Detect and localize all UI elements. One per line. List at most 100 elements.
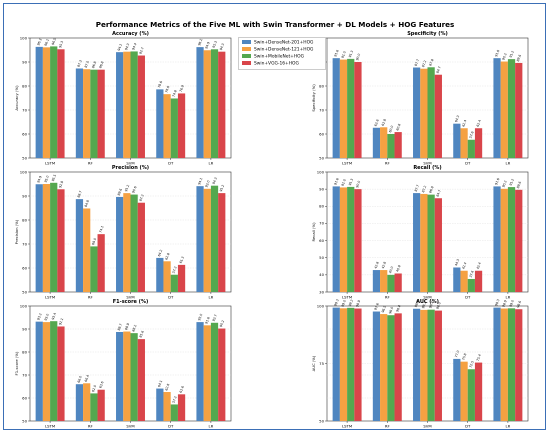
chart2-bar xyxy=(354,62,362,158)
chart6-ytick-label: 50 xyxy=(319,418,324,423)
chart6-bar xyxy=(387,315,395,421)
legend-swatch-3 xyxy=(242,54,251,58)
chart1-data-label: 87.0 xyxy=(84,60,90,68)
chart2-bar xyxy=(413,67,421,158)
chart1-bar xyxy=(116,52,124,158)
chart2-bar xyxy=(453,123,461,158)
chart5-xtick-label: RF xyxy=(88,424,93,429)
chart2-bar xyxy=(339,59,348,158)
chart4-data-label: 44.3 xyxy=(454,259,460,267)
chart6-xtick-label: DT xyxy=(465,424,471,429)
chart5-data-label: 88.2 xyxy=(131,324,137,332)
chart6-data-label: 99.3 xyxy=(333,299,339,307)
chart2-xtick-label: DT xyxy=(465,161,471,166)
chart1-data-label: 94.3 xyxy=(219,43,225,51)
chart6-title: AUC (%) xyxy=(416,299,439,305)
chart5-bar xyxy=(130,333,138,421)
chart2-ytick-label: 50 xyxy=(319,155,324,160)
chart4-xtick-label: LSTM xyxy=(342,295,352,300)
chart6-bar xyxy=(493,307,501,421)
chart4-bar xyxy=(413,193,421,292)
chart3-bar xyxy=(50,182,58,292)
chart6-ytick-label: 75 xyxy=(319,361,324,366)
chart5-data-label: 91.1 xyxy=(58,318,64,326)
legend-item-3: Swin+MobileNet+HOG xyxy=(242,54,304,60)
chart4-bar xyxy=(474,270,483,292)
chart1-data-label: 95.3 xyxy=(58,40,64,48)
chart5-bar xyxy=(42,322,51,421)
chart6-xtick-label: LSTM xyxy=(342,424,352,429)
chart6-data-label: 96.5 xyxy=(381,305,387,313)
chart5-data-label: 92.7 xyxy=(212,314,218,322)
chart3-xtick-label: LR xyxy=(209,295,214,300)
chart4-bar xyxy=(394,273,402,292)
chart3-bar xyxy=(42,184,51,292)
chart3-bar xyxy=(203,188,211,292)
chart2-bar xyxy=(347,58,355,158)
chart4-bar xyxy=(347,186,355,292)
legend-label-2: Swin+DenseNet-121+HOG xyxy=(254,47,314,53)
chart3-data-label: 87.2 xyxy=(139,194,145,202)
chart5-bar xyxy=(156,388,164,421)
chart4-bar xyxy=(339,187,348,292)
chart5-bar xyxy=(75,384,84,421)
chart5-bar xyxy=(137,339,145,421)
chart3-data-label: 74.1 xyxy=(98,225,104,233)
chart1-xtick-label: SVM xyxy=(126,161,134,166)
chart4-ytick-label: 30 xyxy=(319,289,324,294)
chart2-bar xyxy=(515,62,523,158)
chart5-bar xyxy=(97,389,105,421)
chart2-data-label: 62.4 xyxy=(461,119,467,127)
chart4-data-label: 87.7 xyxy=(414,184,420,192)
chart6-bar xyxy=(420,309,428,421)
chart5-ytick-label: 60 xyxy=(22,395,27,400)
chart2-data-label: 87.8 xyxy=(428,58,434,66)
chart5-xtick-label: SVM xyxy=(126,424,134,429)
chart4-ytick-label: 80 xyxy=(319,204,324,209)
chart4-bar xyxy=(380,270,388,292)
chart4-bar xyxy=(427,194,435,292)
chart5-ytick-label: 70 xyxy=(22,372,27,377)
chart3-bar xyxy=(156,257,164,292)
chart1-ytick-label: 90 xyxy=(22,59,27,64)
chart4-xtick-label: DT xyxy=(465,295,471,300)
chart1-data-label: 95.3 xyxy=(212,40,218,48)
chart5-data-label: 61.6 xyxy=(179,385,185,393)
chart4-xtick-label: LR xyxy=(506,295,511,300)
chart6-data-label: 98.6 xyxy=(516,300,522,308)
chart5-bar xyxy=(203,325,211,421)
chart2-bar xyxy=(474,128,483,158)
chart1-bar xyxy=(170,98,178,158)
chart1-title: Accuracy (%) xyxy=(112,31,149,37)
chart3-data-label: 94.1 xyxy=(197,177,203,185)
chart3-ytick-label: 60 xyxy=(22,265,27,270)
chart5-bar xyxy=(210,322,219,421)
chart3-data-label: 84.8 xyxy=(84,200,90,208)
chart6-data-label: 98.4 xyxy=(428,301,434,309)
chart3-bar xyxy=(196,186,204,292)
chart3-data-label: 89.6 xyxy=(117,188,123,196)
chart3-ytick-label: 100 xyxy=(20,169,28,174)
chart3-bar xyxy=(116,196,124,292)
figure-title: Performance Metrics of the Five ML with … xyxy=(95,20,455,29)
chart1-data-label: 76.6 xyxy=(164,85,170,93)
chart4-data-label: 91.3 xyxy=(348,178,354,186)
chart3-data-label: 88.7 xyxy=(77,190,83,198)
chart2-data-label: 60.8 xyxy=(395,123,401,131)
chart1-bar xyxy=(42,47,51,158)
chart2-ylabel: Specificity (%) xyxy=(311,84,316,112)
chart5-data-label: 90.2 xyxy=(219,320,225,328)
legend-label-1: Swin+DenseNet-201+HOG xyxy=(254,40,314,46)
chart3-bar xyxy=(123,193,131,292)
chart5-data-label: 62.0 xyxy=(91,384,97,392)
chart6-ylabel: AUC (%) xyxy=(311,355,316,371)
chart3-data-label: 95.0 xyxy=(44,175,50,183)
chart1-bar xyxy=(57,49,65,158)
chart4-data-label: 90.0 xyxy=(355,180,361,188)
chart1-xtick-label: LR xyxy=(209,161,214,166)
chart6-data-label: 99.2 xyxy=(348,299,354,307)
chart6-data-label: 72.5 xyxy=(468,360,474,368)
chart6-xtick-label: RF xyxy=(385,424,390,429)
chart5-data-label: 66.4 xyxy=(84,374,90,382)
chart4-bar xyxy=(493,186,501,292)
